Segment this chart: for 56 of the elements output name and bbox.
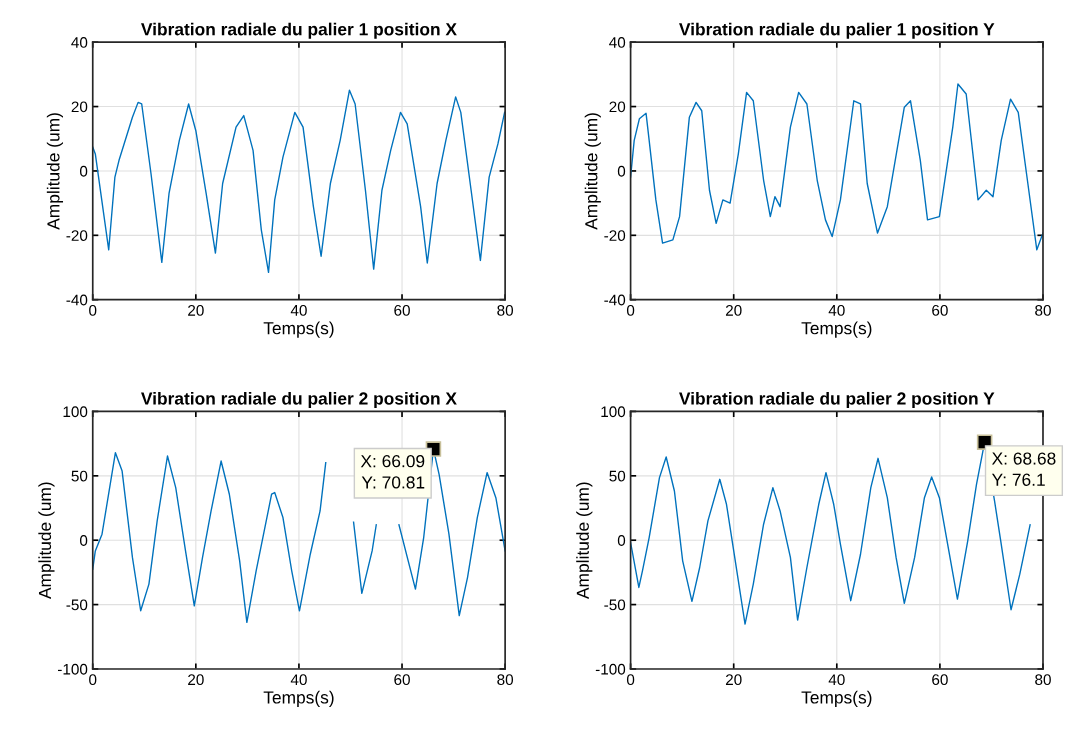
y-tick-label: -20	[66, 230, 88, 242]
y-tick-label: 20	[609, 101, 626, 113]
y-tick-label: 50	[71, 470, 88, 482]
chart-title: Vibration radiale du palier 1 position Y	[679, 22, 995, 39]
annotation: X: 66.09 Y: 70.81	[360, 455, 425, 489]
y-tick-label: -100	[595, 663, 626, 675]
x-tick-label: 60	[932, 674, 948, 686]
y-tick-label: 0	[79, 535, 88, 546]
y-tick-label: 40	[71, 37, 88, 48]
y-tick-label: 40	[609, 37, 626, 48]
x-axis-title: Temps(s)	[801, 690, 872, 708]
x-tick-label: 20	[188, 674, 204, 686]
x-tick-label: 60	[932, 304, 948, 316]
y-axis-title: Amplitude (um)	[584, 113, 601, 230]
annotation: X: 68.68 Y: 76.1	[991, 452, 1056, 486]
x-axis-title: Temps(s)	[801, 321, 872, 338]
x-tick-label: 40	[290, 674, 307, 686]
x-tick-label: 20	[725, 674, 742, 686]
y-tick-label: 0	[617, 535, 626, 546]
y-tick-label: 0	[79, 165, 88, 177]
y-axis-title: Amplitude (um)	[46, 113, 64, 230]
x-tick-label: 40	[828, 674, 845, 686]
x-axis-title: Temps(s)	[263, 690, 334, 708]
x-tick-label: 60	[394, 674, 410, 686]
x-tick-label: 0	[89, 674, 97, 686]
x-tick-label: 60	[394, 304, 410, 316]
x-tick-label: 80	[497, 304, 514, 316]
chart-title: Vibration radiale du palier 1 position X	[141, 22, 457, 39]
line-series	[92, 89, 506, 274]
y-tick-label: 100	[63, 406, 88, 418]
y-tick-label: -20	[604, 230, 626, 242]
y-tick-label: -50	[604, 599, 626, 611]
x-tick-label: 80	[1035, 674, 1051, 686]
x-tick-label: 20	[188, 304, 204, 316]
chart-title: Vibration radiale du palier 2 position Y	[679, 391, 995, 409]
y-tick-label: -40	[66, 294, 88, 306]
chart-title: Vibration radiale du palier 2 position X	[141, 391, 457, 409]
x-axis-title: Temps(s)	[263, 321, 334, 338]
x-tick-label: 0	[626, 304, 635, 316]
x-tick-label: 20	[725, 304, 742, 316]
x-tick-label: 40	[828, 304, 845, 316]
y-tick-label: 50	[609, 470, 626, 482]
x-tick-label: 80	[1035, 304, 1051, 316]
line-series	[630, 83, 1043, 251]
y-tick-label: -100	[57, 663, 88, 675]
x-tick-label: 40	[290, 304, 307, 316]
x-tick-label: 0	[626, 674, 635, 686]
y-tick-label: -50	[66, 599, 88, 611]
y-tick-label: -40	[604, 294, 626, 306]
y-axis-title: Amplitude (um)	[38, 482, 55, 600]
y-axis-title: Amplitude (um)	[576, 482, 593, 600]
x-tick-label: 0	[89, 304, 97, 316]
y-tick-label: 100	[601, 406, 626, 418]
x-tick-label: 80	[497, 674, 514, 686]
y-tick-label: 20	[71, 101, 88, 113]
y-tick-label: 0	[617, 165, 626, 177]
